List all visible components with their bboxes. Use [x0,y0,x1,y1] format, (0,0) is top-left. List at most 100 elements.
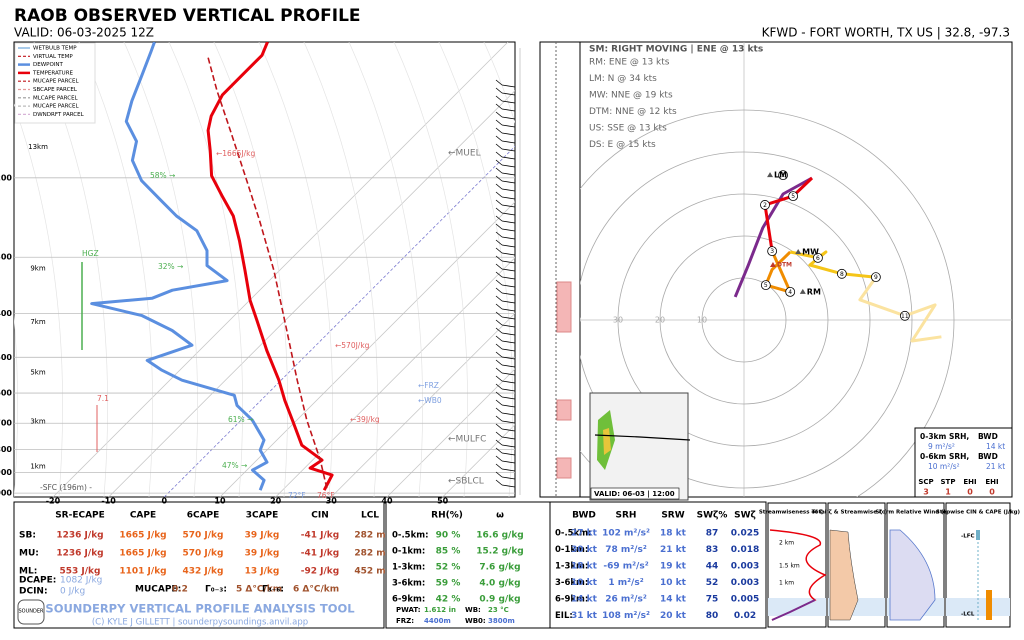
barb-flag [495,255,503,262]
param-value: 0 [989,488,995,497]
thermo-value: 39 J/kg [245,549,280,559]
kinematic-value: 0.018 [731,545,759,555]
valid-time: VALID: 06-03-2025 12Z [14,26,154,40]
kinematic-value: 0.025 [731,529,759,539]
adiabat [213,42,288,497]
kinematic-value: 10 kt [571,578,598,588]
hodo-ring [617,193,871,447]
thermo-header: CAPE [130,511,156,521]
height-marker-label: 3 [770,248,774,255]
footer-tool: SOUNDERPY VERTICAL PROFILE ANALYSIS TOOL [45,602,355,616]
ring-label: 10 [697,316,707,325]
thermo-value: 432 J/kg [183,567,224,577]
legend-entry: SBCAPE PARCEL [33,87,78,93]
barb [501,204,516,208]
kinematic-header: SRW [661,511,684,521]
moisture-extra-value: 4400m [424,617,451,625]
storm-motion-text: DTM: NNE @ 12 kts [589,107,677,117]
height-marker [760,200,770,210]
moisture-value: 42 % [436,595,461,605]
kinematic-value: 14 kt [660,595,687,605]
hodo-ring [580,151,913,489]
barb-flag [495,343,503,350]
thermo-extra-label: Γ₃₋₆: [262,585,284,595]
kinematic-value: 0.005 [731,595,759,605]
annotation: 58% → [150,171,175,180]
panel-title: Stepwise CIN & CAPE (J/kg) [936,510,1021,516]
index-box [914,427,1013,498]
adiabat [14,103,63,497]
height-marker-label: 2 [763,202,767,209]
barb [501,396,516,400]
barb-flag [495,327,503,334]
thermo-extra-value: 5 Δ°C/km [236,585,282,595]
height-marker-label: 1 [781,172,785,179]
index-label: BWD [978,452,998,461]
hodo-title: SM: RIGHT MOVING | ENE @ 13 kts [589,45,763,55]
barb-flag [495,279,503,286]
barb-flag [495,399,503,406]
annotation: ←570J/kg [335,341,370,350]
index-value: 21 kt [986,462,1005,471]
moisture-value: 16.6 g/kg [476,531,524,541]
moisture-value: 4.0 g/kg [479,579,520,589]
annotation: ←SBLCL [448,477,484,487]
barb [501,452,516,456]
moisture-extra-label: WB0: [465,617,486,625]
barb-flag [495,375,503,382]
moisture-extra-value: 1.612 in [424,606,456,614]
storm-motion-text: US: SSE @ 13 kts [589,124,667,134]
kinematic-value: 10 kt [660,578,687,588]
thermo-value: 452 m [354,567,385,577]
thermo-extra-value: 0 J/kg [60,587,85,597]
storm-motion-label: LM [774,171,787,180]
annotation: HGZ [82,249,99,258]
height-marker [899,310,910,321]
moisture-header: RH(%) [431,511,463,521]
barb [501,276,516,280]
height-marker [836,268,847,279]
thermo-extra-value: 1082 J/kg [60,576,102,586]
barb-flag [495,119,503,126]
ring-label: 40 [571,316,581,325]
isotherm [52,42,509,497]
thermo-header: CIN [311,511,329,521]
ring-label: 30 [613,316,623,325]
barb [501,164,516,168]
kinematic-header: SWζ [734,511,756,521]
moisture-value: 90 % [436,531,461,541]
x-tick-label: -10 [101,497,116,506]
height-label: 1km [30,462,46,470]
x-tick-label: 50 [437,497,449,506]
param-label: EHI [963,478,976,486]
title: RAOB OBSERVED VERTICAL PROFILE [14,6,361,26]
kinematic-row-label: 0-.5km: [555,529,592,539]
barb [501,132,516,136]
thermo-header: SR-ECAPE [55,511,105,521]
barb-flag [495,199,503,206]
thermo-value: 1101 J/kg [119,567,166,577]
moisture-row-label: 0-.5km: [392,531,429,541]
barb [501,172,516,176]
adiabat [348,42,423,497]
legend-entry: WETBULB TEMP [33,46,77,52]
kinematic-value: 78 m²/s² [605,545,647,555]
height-marker-label: 9 [874,274,878,281]
barb-flag [495,359,503,366]
index-value: 10 m²/s² [928,462,960,471]
annotation: 76°F [317,491,335,500]
thermo-header: LCL [361,511,379,521]
annotation: 61% → [228,415,253,424]
kinematic-value: 108 m²/s² [602,611,650,621]
barb [501,156,516,160]
thermo-header: 3CAPE [246,511,279,521]
barb-flag [495,191,503,198]
kinematic-value: 52 [706,578,719,588]
moisture-row-label: 0-1km: [392,547,425,557]
kinematic-value: 30 kt [571,545,598,555]
barb-flag [495,79,503,86]
x-tick-label: 10 [214,497,226,506]
isotherm [219,201,515,497]
annotation: ←39J/kg [350,415,380,424]
